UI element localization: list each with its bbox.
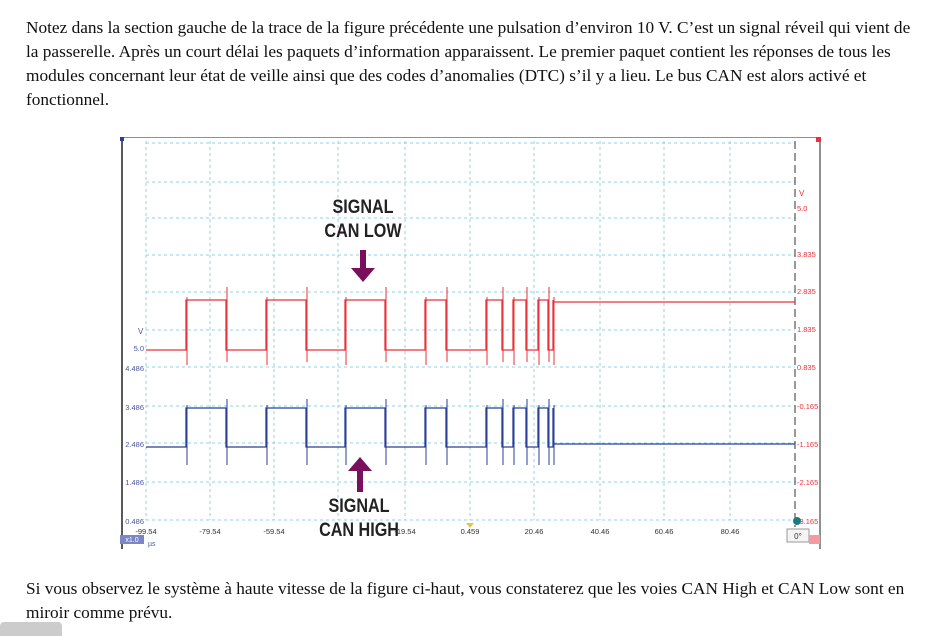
oscilloscope-trace: V 5.0 4.486 3.486 2.486 1.486 0.486 x1.0 µs V 5.0 3… [120, 136, 821, 549]
channel-b-marker [816, 137, 821, 142]
left-axis-tick: 1.486 [125, 478, 144, 487]
x-axis-tick: -99.54 [135, 527, 156, 536]
right-scale-badge [809, 535, 820, 544]
right-axis-tick: 5.0 [797, 204, 807, 213]
left-axis-tick: 5.0 [134, 344, 144, 353]
left-axis-tick: 0.486 [125, 517, 144, 526]
left-axis-tick: 4.486 [125, 364, 144, 373]
x-axis-tick: -79.54 [199, 527, 220, 536]
x-axis-unit: µs [148, 541, 156, 548]
can-high-label-1: SIGNAL [328, 496, 390, 517]
conclusion-paragraph: Si vous observez le système à haute vite… [26, 579, 905, 622]
trigger-text: 0° [794, 532, 802, 541]
can-high-label-2: CAN HIGH [319, 520, 399, 541]
trigger-point-icon [466, 523, 474, 528]
can-low-label-1: SIGNAL [332, 197, 394, 218]
down-arrow-icon [351, 268, 375, 282]
trigger-marker [793, 517, 801, 525]
right-axis-tick: 1.835 [797, 325, 816, 334]
page-tab [0, 622, 62, 636]
right-axis-tick: -1.165 [797, 440, 818, 449]
right-axis-unit: V [799, 189, 805, 198]
right-axis-tick: 2.835 [797, 287, 816, 296]
x-axis-tick: 40.46 [591, 527, 610, 536]
up-arrow-shaft [357, 470, 363, 492]
x-axis-tick: -59.54 [263, 527, 284, 536]
x-axis-tick: 80.46 [721, 527, 740, 536]
up-arrow-icon [348, 457, 372, 471]
oscilloscope-figure: V 5.0 4.486 3.486 2.486 1.486 0.486 x1.0 µs V 5.0 3… [120, 136, 822, 549]
x-axis-tick: -19.54 [394, 527, 415, 536]
down-arrow-shaft [360, 250, 366, 272]
left-scale-text: x1.0 [125, 537, 138, 544]
left-axis-unit: V [138, 327, 144, 336]
can-high-trace [146, 407, 795, 448]
intro-paragraph: Notez dans la section gauche de la trace… [26, 18, 911, 109]
left-axis-tick: 3.486 [125, 403, 144, 412]
left-axis-tick: 2.486 [125, 440, 144, 449]
right-axis-tick: 0.835 [797, 363, 816, 372]
right-axis-tick: -2.165 [797, 478, 818, 487]
right-axis-tick: 3.835 [797, 250, 816, 259]
channel-a-marker [120, 137, 124, 141]
x-axis-tick: 20.46 [525, 527, 544, 536]
right-axis-tick: -3.165 [797, 517, 818, 526]
left-scale-badge [120, 535, 144, 544]
x-axis-tick: 60.46 [655, 527, 674, 536]
can-low-label-2: CAN LOW [324, 221, 402, 242]
can-low-trace [146, 299, 795, 351]
right-axis-tick: -0.165 [797, 402, 818, 411]
x-axis-tick: 0.459 [461, 527, 480, 536]
